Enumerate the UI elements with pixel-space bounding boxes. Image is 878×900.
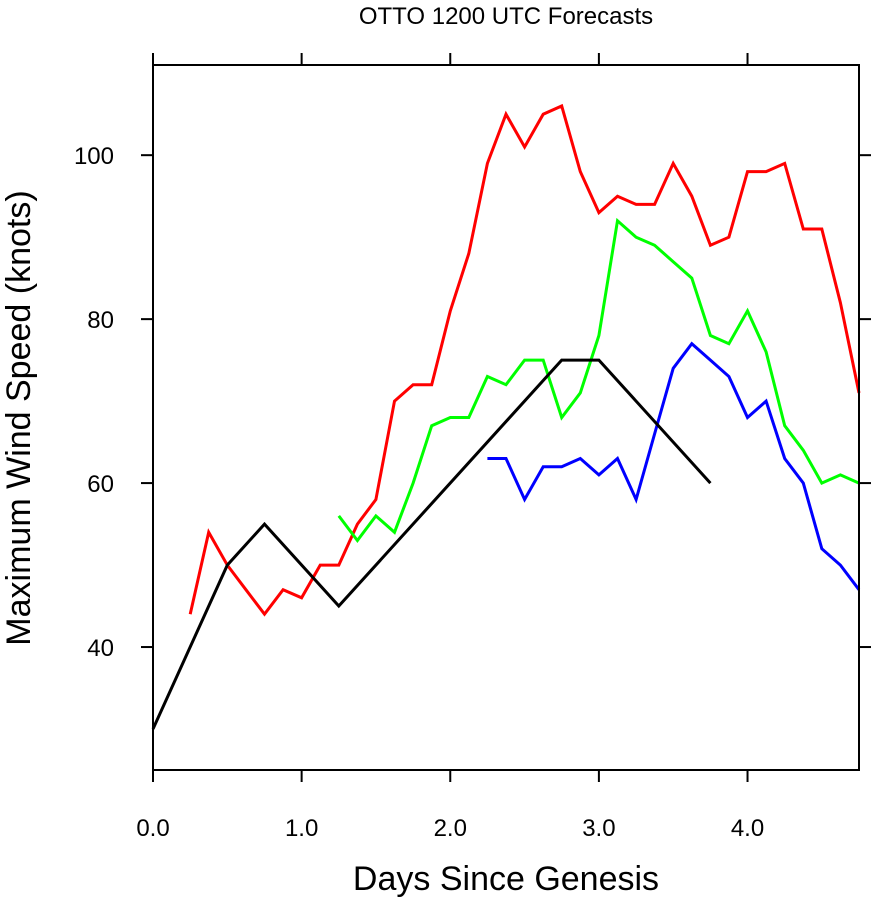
x-axis-ticks: 0.0 1.0 2.0 3.0 4.0 <box>136 53 764 842</box>
x-axis-label: Days Since Genesis <box>353 860 659 898</box>
series-line-3 <box>487 341 861 591</box>
y-tick-label: 100 <box>74 143 114 170</box>
series-lines <box>151 103 861 730</box>
y-tick-label: 60 <box>87 471 114 498</box>
y-tick-label: 40 <box>87 635 114 662</box>
x-tick-label: 1.0 <box>285 815 318 842</box>
chart-title: OTTO 1200 UTC Forecasts <box>359 3 653 30</box>
y-tick-label: 80 <box>87 307 114 334</box>
series-line-1 <box>188 103 861 617</box>
series-line-4 <box>151 358 712 730</box>
x-tick-label: 4.0 <box>731 815 764 842</box>
y-axis-label: Maximum Wind Speed (knots) <box>0 190 38 645</box>
x-tick-label: 0.0 <box>136 815 169 842</box>
x-tick-label: 3.0 <box>582 815 615 842</box>
plot-frame <box>152 64 860 771</box>
x-tick-label: 2.0 <box>434 815 467 842</box>
y-axis-ticks: 40 60 80 100 <box>74 143 871 662</box>
series-line-2 <box>337 217 860 543</box>
